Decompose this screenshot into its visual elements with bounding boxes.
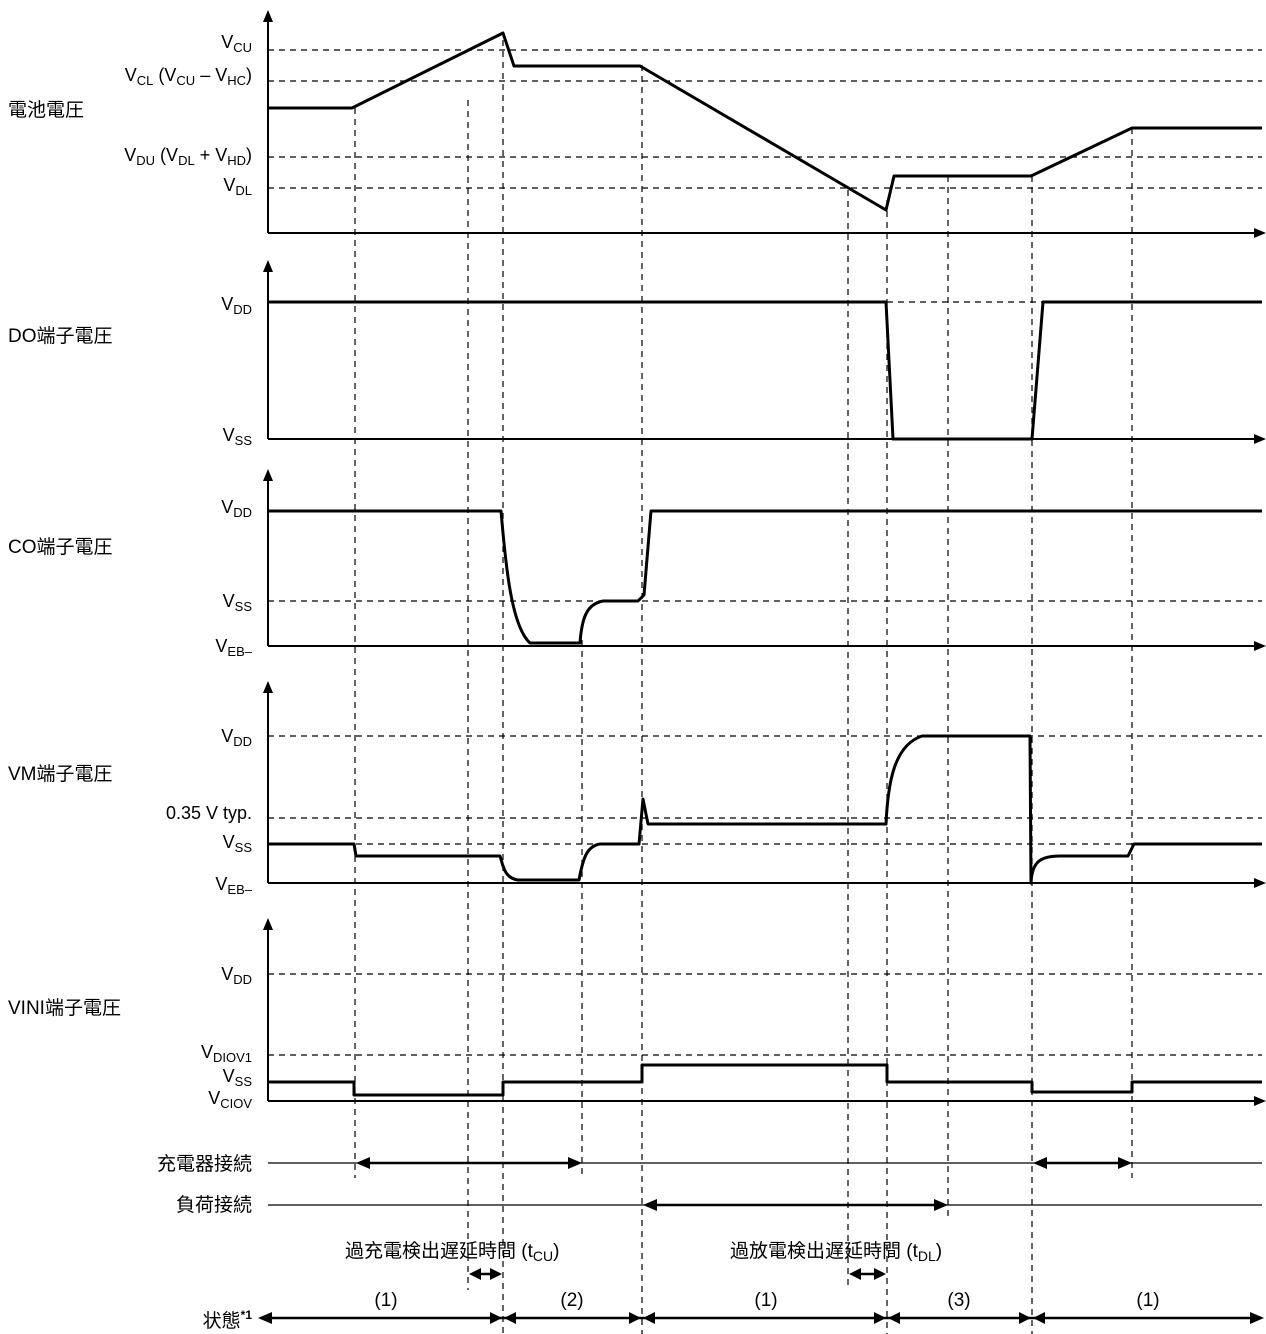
level-vcl: VCL (VCU – VHC)	[125, 65, 252, 88]
state-value-1: (1)	[374, 1290, 397, 1311]
delay-arrows	[469, 1268, 886, 1280]
load-connection-label: 負荷接続	[176, 1194, 252, 1216]
state-arrows	[258, 1312, 1264, 1324]
vm-level-typ: 0.35 V typ.	[166, 803, 252, 823]
do-pin-label: DO端子電圧	[8, 325, 113, 347]
vm-pin-label: VM端子電圧	[8, 763, 113, 785]
co-pin-waveform	[268, 509, 1262, 645]
overcharge-delay-label: 過充電検出遅延時間 (tCU)	[345, 1240, 559, 1264]
level-vdl: VDL	[223, 175, 252, 198]
vini-level-vdiov1: VDIOV1	[201, 1042, 252, 1065]
co-level-vss: VSS	[223, 591, 253, 614]
state-value-2: (2)	[560, 1290, 583, 1311]
vini-pin-label: VINI端子電圧	[8, 997, 121, 1019]
axes	[263, 10, 1266, 1106]
vini-level-vciov: VCIOV	[208, 1088, 252, 1111]
level-vdu: VDU (VDL + VHD)	[124, 145, 252, 168]
vm-level-veb: VEB–	[215, 874, 252, 897]
level-vcu: VCU	[221, 32, 252, 55]
vm-level-vdd: VDD	[221, 726, 252, 749]
co-level-vdd: VDD	[221, 497, 252, 520]
vini-pin-waveform	[268, 1063, 1262, 1097]
level-lines	[268, 49, 1262, 1056]
state-value-5: (1)	[1136, 1290, 1159, 1311]
time-lines	[354, 40, 1133, 1334]
state-value-3: (1)	[754, 1290, 777, 1311]
co-pin-label: CO端子電圧	[8, 536, 113, 558]
do-pin-waveform	[268, 300, 1262, 441]
state-value-4: (3)	[947, 1290, 970, 1311]
battery-voltage-label: 電池電圧	[8, 99, 84, 121]
state-label: 状態*1	[203, 1308, 253, 1332]
overdischarge-delay-label: 過放電検出遅延時間 (tDL)	[730, 1240, 942, 1264]
do-level-vss: VSS	[223, 425, 253, 448]
vm-pin-waveform	[268, 734, 1262, 885]
charger-connection-label: 充電器接続	[157, 1153, 252, 1175]
do-level-vdd: VDD	[221, 294, 252, 317]
vm-level-vss: VSS	[223, 832, 253, 855]
co-level-veb: VEB–	[215, 636, 252, 659]
vini-level-vss: VSS	[223, 1066, 253, 1089]
battery-voltage-waveform	[268, 31, 1262, 212]
connection-timeline	[268, 1157, 1262, 1211]
vini-level-vdd: VDD	[221, 964, 252, 987]
